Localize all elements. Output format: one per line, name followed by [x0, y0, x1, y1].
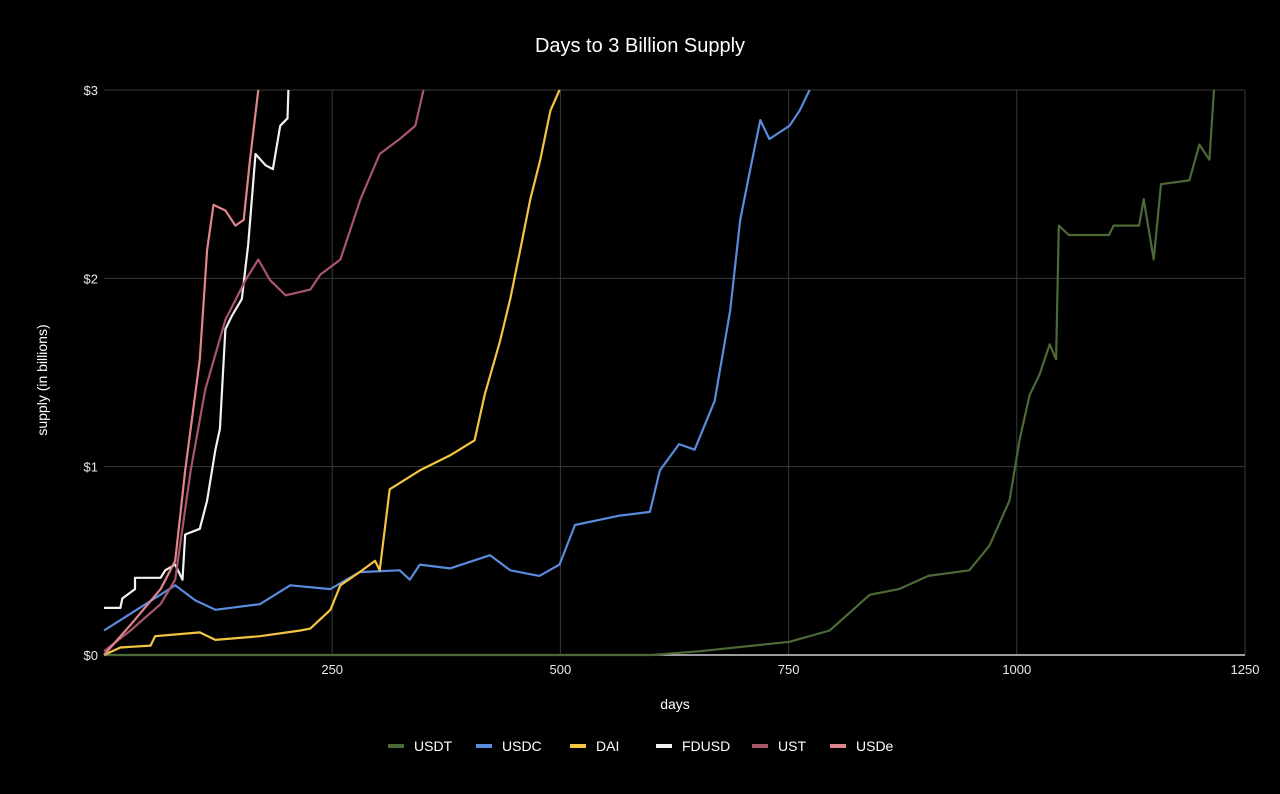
y-tick-label: $3	[84, 83, 98, 98]
legend-label-dai: DAI	[596, 738, 619, 754]
x-axis-label: days	[660, 696, 690, 712]
x-tick-label: 500	[550, 662, 572, 677]
x-tick-label: 750	[778, 662, 800, 677]
series-lines	[103, 89, 1216, 657]
legend-label-usdt: USDT	[414, 738, 453, 754]
axis-ticks: 250 500 750 1000 1250 $0 $1 $2 $3	[84, 83, 1260, 677]
x-tick-label: 250	[321, 662, 343, 677]
legend-label-usdc: USDC	[502, 738, 542, 754]
y-tick-label: $2	[84, 271, 98, 286]
legend-label-ust: UST	[778, 738, 806, 754]
grid	[104, 89, 1246, 656]
y-axis-label: supply (in billions)	[34, 324, 50, 435]
x-tick-label: 1000	[1002, 662, 1031, 677]
series-line-usdt	[104, 89, 1216, 657]
y-tick-label: $0	[84, 648, 98, 663]
series-line-fdusd	[104, 89, 290, 609]
series-line-usde	[103, 89, 260, 656]
legend: USDT USDC DAI FDUSD UST USDe	[388, 738, 894, 754]
series-line-ust	[103, 89, 425, 653]
series-line-dai	[103, 89, 561, 657]
chart-title: Days to 3 Billion Supply	[535, 35, 745, 57]
y-tick-label: $1	[84, 460, 98, 475]
x-tick-label: 1250	[1231, 662, 1260, 677]
legend-label-usde: USDe	[856, 738, 894, 754]
series-line-usdc	[103, 89, 811, 632]
legend-label-fdusd: FDUSD	[682, 738, 730, 754]
